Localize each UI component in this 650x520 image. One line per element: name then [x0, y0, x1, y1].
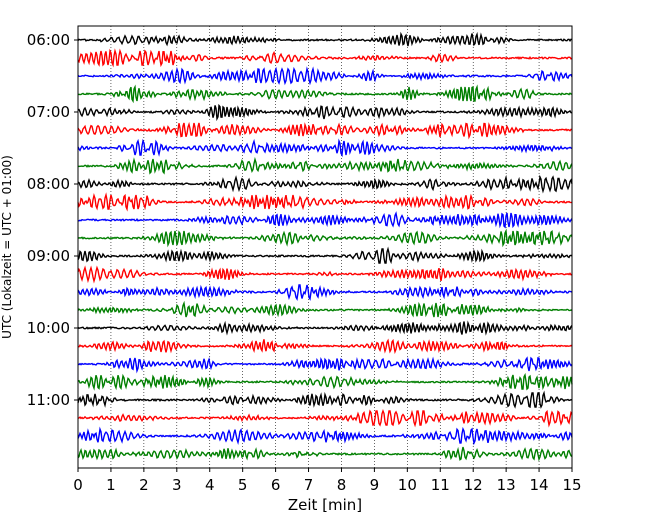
trace-0845: [77, 228, 573, 248]
trace-0800: [77, 174, 573, 194]
trace-0730: [77, 138, 573, 158]
trace-1045: [77, 372, 573, 391]
y-tick-label: 10:00: [27, 319, 70, 337]
x-tick-label: 14: [530, 476, 549, 494]
x-tick-label: 3: [172, 476, 182, 494]
trace-0715: [77, 121, 573, 140]
trace-0745: [77, 156, 573, 175]
y-axis-label: UTC (Lokalzeit = UTC + 01:00): [0, 155, 14, 339]
y-tick-label: 06:00: [27, 31, 70, 49]
x-tick-label: 9: [370, 476, 380, 494]
trace-0915: [77, 265, 573, 284]
x-tick-label: 7: [304, 476, 314, 494]
x-tick-label: 6: [271, 476, 281, 494]
x-tick-label: 4: [205, 476, 215, 494]
trace-0615: [77, 48, 573, 68]
x-tick-label: 11: [431, 476, 450, 494]
y-tick-label: 11:00: [27, 391, 70, 409]
x-tick-label: 8: [337, 476, 347, 494]
x-tick-label: 15: [562, 476, 581, 494]
seismic-traces: [77, 31, 573, 462]
trace-0645: [77, 84, 573, 104]
trace-0600: [77, 31, 573, 47]
trace-0930: [77, 284, 573, 302]
trace-1000: [77, 320, 573, 336]
trace-0700: [77, 103, 573, 122]
trace-0815: [77, 192, 573, 212]
y-tick-label: 09:00: [27, 247, 70, 265]
trace-1115: [77, 409, 573, 428]
y-tick-label: 08:00: [27, 175, 70, 193]
x-tick-label: 2: [139, 476, 149, 494]
x-tick-label: 1: [106, 476, 116, 494]
plot-frame: [77, 25, 573, 469]
x-tick-label: 12: [464, 476, 483, 494]
trace-0945: [77, 300, 573, 318]
trace-0830: [77, 211, 573, 229]
x-axis-label: Zeit [min]: [288, 496, 362, 514]
y-tick-label: 07:00: [27, 103, 70, 121]
trace-1130: [77, 426, 573, 446]
trace-1100: [77, 390, 573, 409]
trace-1030: [77, 356, 573, 374]
x-tick-label: 5: [238, 476, 248, 494]
x-tick-label: 0: [73, 476, 83, 494]
trace-1145: [77, 446, 573, 462]
trace-1015: [77, 338, 573, 355]
x-tick-label: 13: [497, 476, 516, 494]
y-axis: 06:00 07:00 08:00 09:00 10:00 11:00: [27, 31, 78, 409]
trace-0900: [77, 246, 573, 265]
x-axis: 0 1 2 3 4 5 6 7 8 9 10 11 12 13 14 15: [73, 468, 582, 494]
trace-0630: [77, 66, 573, 86]
x-tick-label: 10: [398, 476, 417, 494]
